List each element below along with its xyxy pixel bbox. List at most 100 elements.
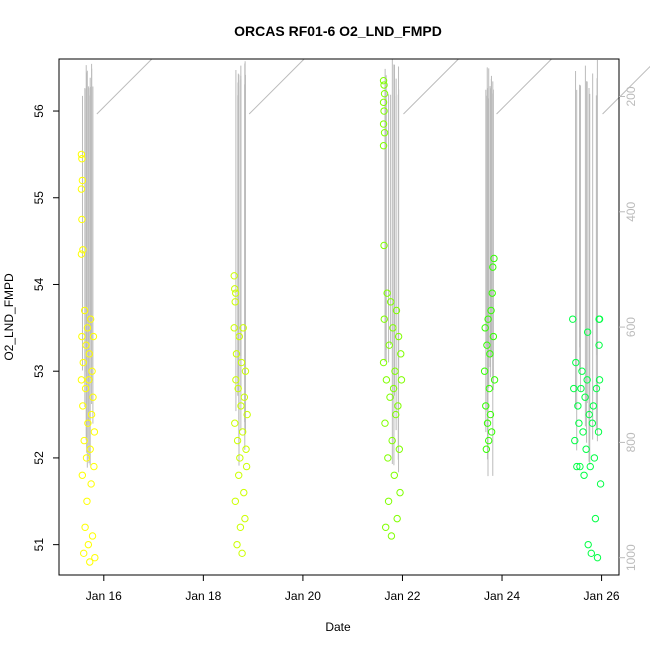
x-tick-label: Jan 24: [484, 589, 520, 603]
data-point: [77, 376, 86, 384]
data-point: [237, 358, 246, 367]
pressure-ferry-line: [602, 65, 650, 115]
data-point: [80, 306, 89, 315]
x-tick-label: Jan 16: [86, 589, 122, 603]
data-point: [379, 98, 388, 107]
data-point: [78, 176, 87, 185]
data-point: [86, 445, 94, 453]
x-axis-label: Date: [325, 620, 351, 634]
data-point: [85, 376, 93, 384]
y-tick-label: 53: [32, 364, 46, 378]
data-point: [482, 445, 491, 453]
data-point: [389, 384, 398, 393]
pressure-ferry-line: [96, 58, 153, 115]
data-point: [483, 419, 492, 427]
data-point: [484, 436, 493, 445]
data-point: [489, 263, 497, 271]
data-point: [240, 393, 249, 401]
data-point: [380, 107, 388, 115]
data-point: [384, 497, 393, 505]
data-point: [84, 540, 93, 549]
x-tick-label: Jan 18: [185, 589, 221, 603]
data-point: [595, 376, 604, 384]
data-point: [576, 462, 584, 471]
data-point: [379, 76, 388, 85]
data-point: [580, 471, 588, 479]
data-point: [387, 298, 395, 306]
data-point: [380, 89, 389, 98]
data-point: [231, 285, 239, 293]
data-point: [235, 332, 243, 341]
data-point: [577, 384, 585, 393]
x-tick-label: Jan 22: [384, 589, 420, 603]
data-point: [91, 553, 99, 562]
data-point: [240, 488, 248, 497]
data-point: [391, 367, 399, 375]
data-point: [80, 549, 88, 558]
data-point: [396, 488, 404, 497]
data-point: [388, 436, 396, 445]
y-axis-label: O2_LND_FMPD: [2, 273, 16, 361]
data-point: [231, 419, 239, 427]
data-point: [238, 428, 247, 436]
data-point: [486, 410, 495, 419]
data-point: [578, 367, 586, 375]
y-tick-label: 56: [32, 104, 46, 118]
data-point: [490, 376, 499, 384]
data-point: [236, 523, 245, 532]
y-tick-label: 51: [32, 538, 46, 552]
data-point: [90, 428, 99, 436]
data-point: [80, 436, 88, 445]
data-point: [243, 410, 251, 419]
data-point: [382, 376, 391, 384]
x-tick-label: Jan 20: [285, 589, 321, 603]
data-point: [238, 549, 246, 558]
data-point: [591, 514, 600, 523]
data-point: [394, 332, 403, 341]
data-point: [384, 454, 392, 462]
data-point: [595, 341, 603, 349]
data-point: [79, 402, 87, 410]
data-point: [397, 350, 405, 358]
data-point: [234, 384, 242, 393]
data-point: [88, 532, 97, 540]
data-point: [88, 367, 96, 375]
data-point: [87, 480, 95, 488]
data-point: [486, 350, 494, 358]
y2-tick-label: 400: [624, 201, 638, 221]
data-point: [585, 410, 593, 419]
data-point: [79, 358, 87, 367]
data-point: [241, 367, 250, 375]
data-point: [387, 532, 396, 540]
data-point: [483, 341, 491, 349]
data-point: [77, 150, 86, 159]
data-point: [231, 298, 239, 306]
data-point: [77, 250, 86, 258]
data-point: [596, 480, 605, 488]
data-point: [489, 332, 498, 341]
data-point: [482, 402, 490, 410]
data-point: [575, 419, 583, 427]
data-point: [480, 367, 489, 375]
data-points-layer: [77, 76, 605, 566]
data-point: [233, 540, 241, 549]
data-point: [379, 358, 388, 367]
data-point: [232, 350, 241, 358]
data-point: [595, 315, 604, 323]
data-point: [82, 454, 91, 462]
data-point: [593, 553, 602, 562]
data-point: [594, 428, 603, 436]
data-point: [581, 393, 589, 401]
data-point: [383, 289, 391, 297]
data-point: [589, 402, 598, 410]
data-point: [236, 454, 244, 462]
data-point: [487, 306, 495, 315]
data-point: [488, 289, 496, 297]
data-point: [379, 120, 388, 128]
plot-frame: [58, 58, 620, 576]
data-point: [77, 185, 86, 193]
data-point: [241, 514, 249, 523]
data-point: [85, 350, 93, 358]
data-point: [382, 523, 390, 532]
